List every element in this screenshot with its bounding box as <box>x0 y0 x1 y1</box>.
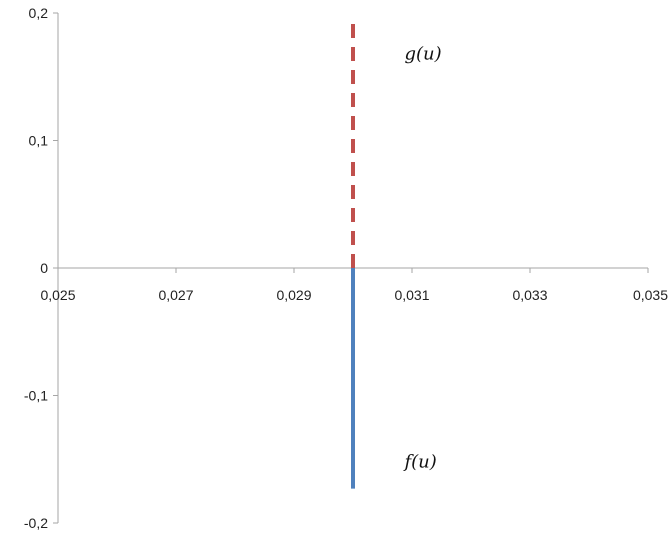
y-tick-label: 0,2 <box>29 5 49 21</box>
y-tick-label: 0 <box>40 260 48 276</box>
tick-labels: 0,2 0,1 0 -0,1 -0,2 0,025 0,027 0,029 0,031 0,033… <box>24 5 668 531</box>
annotation-label: f(u) <box>403 451 437 472</box>
y-tick-label: -0,2 <box>24 515 48 531</box>
x-tick-label: 0,035 <box>633 287 668 303</box>
annotation-label: g(u) <box>405 43 442 64</box>
y-tick-label: -0,1 <box>24 388 48 404</box>
x-tick-label: 0,027 <box>158 287 193 303</box>
ticks <box>53 12 649 524</box>
x-tick-label: 0,025 <box>40 287 75 303</box>
x-tick-label: 0,033 <box>512 287 547 303</box>
x-tick-label: 0,031 <box>394 287 429 303</box>
x-tick-label: 0,029 <box>276 287 311 303</box>
y-tick-label: 0,1 <box>29 133 49 149</box>
annotations: g(u) f(u) <box>403 43 442 472</box>
